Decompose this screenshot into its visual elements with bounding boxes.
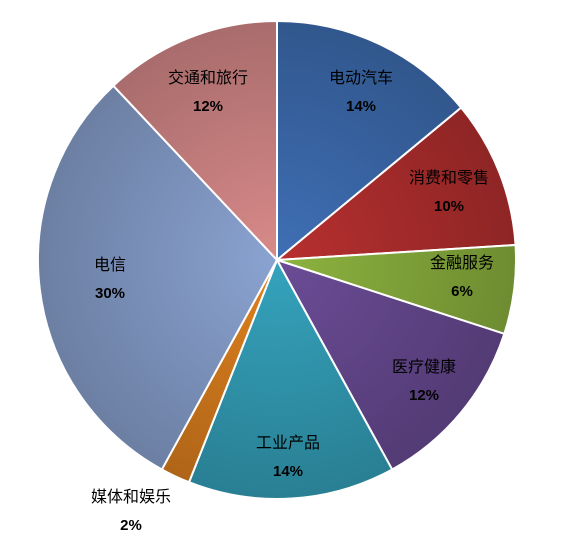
pie-slice-5 — [187, 257, 394, 500]
slice-value-label-2: 10% — [434, 198, 464, 215]
slice-value-label-3: 6% — [451, 283, 473, 300]
slice-value-label-8: 12% — [193, 98, 223, 115]
slice-value-label-1: 14% — [346, 98, 376, 115]
slice-label-4: 医疗健康 — [392, 357, 456, 376]
slice-value-label-4: 12% — [409, 387, 439, 404]
slice-value-label-7: 30% — [95, 285, 125, 302]
pie-slice-4 — [274, 258, 506, 471]
slice-label-8: 交通和旅行 — [168, 68, 248, 87]
slice-label-1: 电动汽车 — [329, 68, 393, 87]
pie-labels: 电动汽车 14% 消费和零售 10% 金融服务 6% 医疗健康 12% 工业产品 14% 媒体和娱乐… — [91, 68, 494, 534]
slice-label-2: 消费和零售 — [409, 168, 489, 187]
slice-label-7: 电信 — [94, 255, 126, 274]
slice-label-3: 金融服务 — [430, 253, 494, 272]
slice-value-label-5: 14% — [273, 463, 303, 480]
pie-slice-8 — [111, 19, 278, 263]
pie-slice-7 — [37, 84, 279, 471]
pie-slices — [37, 19, 517, 500]
slice-value-label-6: 2% — [120, 517, 142, 534]
pie-slice-2 — [273, 106, 517, 262]
pie-slice-1 — [276, 19, 463, 263]
slice-label-5: 工业产品 — [256, 433, 320, 452]
slice-label-6: 媒体和娱乐 — [91, 487, 171, 506]
